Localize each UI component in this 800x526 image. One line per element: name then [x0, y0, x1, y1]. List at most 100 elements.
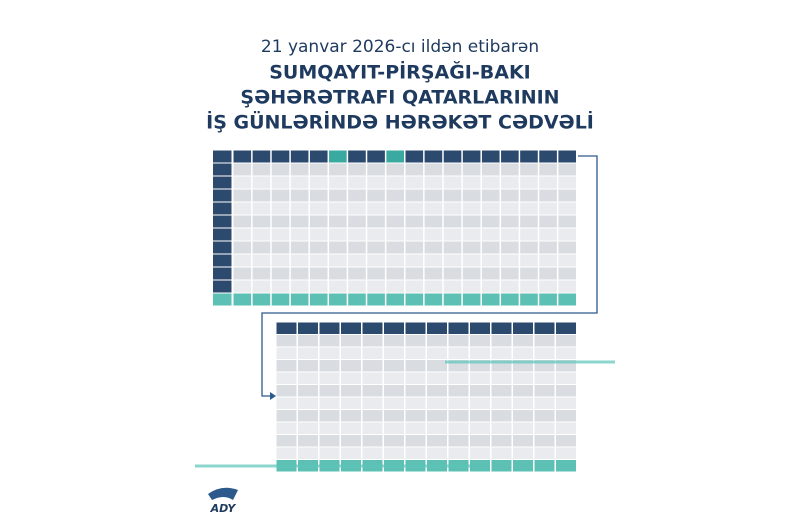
cell	[329, 293, 347, 306]
cell	[271, 215, 290, 228]
cell	[539, 163, 557, 176]
cell	[276, 372, 297, 384]
cell	[513, 422, 533, 434]
cell	[501, 215, 519, 228]
header-cell	[405, 150, 424, 163]
cell	[405, 163, 424, 176]
row-label-cell	[213, 150, 232, 163]
cell	[362, 422, 383, 434]
cell	[481, 202, 500, 215]
cell	[470, 385, 490, 397]
cell	[520, 163, 538, 176]
cell	[319, 372, 340, 384]
row-label-cell	[213, 202, 232, 215]
cell	[556, 447, 576, 459]
cell	[513, 360, 533, 372]
cell	[290, 241, 309, 254]
cell	[481, 176, 500, 189]
cell	[362, 410, 383, 422]
connector-line	[261, 155, 598, 397]
cell	[470, 397, 490, 409]
cell	[298, 410, 318, 422]
cell	[348, 163, 366, 176]
logo-text: ADY	[210, 502, 237, 515]
cell	[367, 215, 385, 228]
cell	[362, 435, 383, 447]
cell	[405, 335, 426, 347]
cell	[513, 460, 533, 472]
cell	[470, 335, 490, 347]
cell	[501, 254, 519, 267]
cell	[520, 215, 538, 228]
cell	[558, 241, 576, 254]
cell	[534, 460, 555, 472]
cell	[443, 228, 462, 241]
cell	[448, 372, 469, 384]
cell	[539, 176, 557, 189]
cell	[348, 189, 366, 202]
cell	[341, 410, 361, 422]
cell	[233, 280, 252, 293]
cell	[556, 347, 576, 359]
cell	[520, 254, 538, 267]
cell	[341, 335, 361, 347]
cell	[491, 447, 512, 459]
cell	[539, 189, 557, 202]
cell	[271, 189, 290, 202]
cell	[252, 189, 271, 202]
cell	[341, 447, 361, 459]
cell	[386, 254, 404, 267]
cell	[462, 280, 481, 293]
connector-arrow	[270, 392, 276, 400]
cell	[405, 228, 424, 241]
cell	[276, 447, 297, 459]
cell	[405, 293, 424, 306]
row-label-cell	[213, 189, 232, 202]
cell	[386, 215, 404, 228]
cell	[329, 254, 347, 267]
header-cell	[276, 322, 297, 334]
cell	[386, 280, 404, 293]
cell	[501, 241, 519, 254]
cell	[252, 267, 271, 280]
cell	[233, 228, 252, 241]
cell	[233, 202, 252, 215]
cell	[424, 241, 443, 254]
cell	[386, 241, 404, 254]
cell	[233, 293, 252, 306]
cell	[470, 347, 490, 359]
cell	[558, 163, 576, 176]
header-cell	[558, 150, 576, 163]
cell	[462, 254, 481, 267]
cell	[348, 280, 366, 293]
cell	[309, 202, 328, 215]
cell	[290, 267, 309, 280]
timetables	[213, 150, 576, 472]
cell	[481, 241, 500, 254]
cell	[319, 397, 340, 409]
cell	[556, 385, 576, 397]
cell	[443, 202, 462, 215]
cell	[309, 228, 328, 241]
cell	[252, 254, 271, 267]
cell	[233, 189, 252, 202]
cell	[329, 189, 347, 202]
cell	[534, 410, 555, 422]
cell	[384, 447, 404, 459]
cell	[501, 176, 519, 189]
cell	[427, 397, 447, 409]
cell	[501, 189, 519, 202]
cell	[501, 228, 519, 241]
header-cell	[462, 150, 481, 163]
cell	[348, 293, 366, 306]
cell	[362, 372, 383, 384]
cell	[448, 410, 469, 422]
cell	[462, 267, 481, 280]
cell	[252, 215, 271, 228]
cell	[386, 267, 404, 280]
row-label-cell	[213, 254, 232, 267]
cell	[276, 410, 297, 422]
row-label-cell	[213, 280, 232, 293]
header-cell	[384, 322, 404, 334]
cell	[290, 189, 309, 202]
